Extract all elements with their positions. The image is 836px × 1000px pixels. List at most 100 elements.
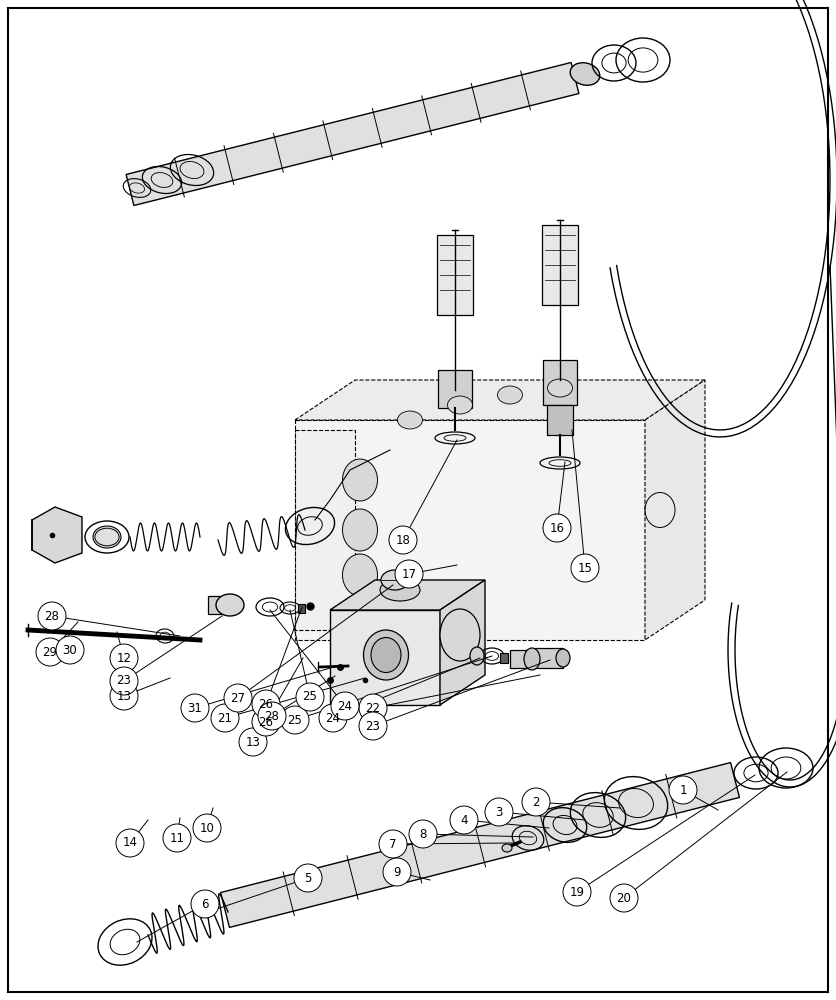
Ellipse shape	[447, 396, 472, 414]
Text: 14: 14	[123, 836, 137, 850]
Text: 8: 8	[420, 828, 426, 840]
Ellipse shape	[524, 648, 540, 670]
Bar	[437, 235, 473, 315]
Circle shape	[379, 830, 407, 858]
Ellipse shape	[548, 379, 573, 397]
Ellipse shape	[343, 509, 378, 551]
Ellipse shape	[397, 411, 422, 429]
Ellipse shape	[93, 526, 121, 548]
Circle shape	[36, 638, 64, 666]
Text: 24: 24	[325, 712, 340, 724]
Text: 28: 28	[44, 609, 59, 622]
Circle shape	[395, 560, 423, 588]
Text: 21: 21	[217, 712, 232, 724]
Circle shape	[485, 798, 513, 826]
Circle shape	[543, 514, 571, 542]
Circle shape	[252, 708, 280, 736]
Polygon shape	[126, 62, 579, 206]
Text: 9: 9	[393, 865, 400, 879]
Circle shape	[359, 712, 387, 740]
Bar	[542, 225, 578, 305]
Ellipse shape	[371, 638, 401, 672]
Circle shape	[563, 878, 591, 906]
Ellipse shape	[502, 844, 512, 852]
Bar	[295, 430, 355, 630]
Polygon shape	[221, 763, 740, 927]
Text: 6: 6	[201, 898, 209, 910]
Text: 20: 20	[617, 892, 631, 904]
Ellipse shape	[440, 609, 480, 661]
Circle shape	[224, 684, 252, 712]
Circle shape	[389, 526, 417, 554]
Circle shape	[294, 864, 322, 892]
Ellipse shape	[570, 63, 599, 85]
Circle shape	[239, 728, 267, 756]
Text: 18: 18	[395, 534, 410, 546]
Circle shape	[252, 690, 280, 718]
Circle shape	[409, 820, 437, 848]
Circle shape	[211, 704, 239, 732]
Circle shape	[258, 702, 286, 730]
Bar	[543, 360, 577, 405]
Bar	[330, 610, 440, 705]
Text: 2: 2	[533, 796, 540, 808]
Text: 10: 10	[200, 822, 215, 834]
Text: 24: 24	[338, 700, 353, 712]
Ellipse shape	[556, 649, 570, 667]
Circle shape	[163, 824, 191, 852]
Circle shape	[110, 644, 138, 672]
Bar	[295, 420, 645, 640]
Ellipse shape	[470, 647, 484, 665]
Text: 22: 22	[365, 702, 380, 714]
Polygon shape	[330, 580, 485, 610]
Circle shape	[193, 814, 221, 842]
Ellipse shape	[216, 594, 244, 616]
Text: 13: 13	[246, 736, 261, 748]
Text: 23: 23	[116, 674, 131, 688]
Circle shape	[319, 704, 347, 732]
Bar	[535, 648, 563, 668]
Text: 26: 26	[258, 716, 273, 728]
Circle shape	[571, 554, 599, 582]
Bar	[500, 653, 508, 663]
Text: 25: 25	[303, 690, 318, 704]
Text: 29: 29	[43, 646, 58, 658]
Bar	[438, 370, 472, 408]
Text: 28: 28	[264, 710, 279, 722]
Circle shape	[522, 788, 550, 816]
Text: 23: 23	[365, 720, 380, 732]
Text: 11: 11	[170, 832, 185, 844]
Ellipse shape	[381, 570, 409, 590]
Circle shape	[450, 806, 478, 834]
Polygon shape	[645, 380, 705, 640]
Bar	[208, 596, 232, 614]
Circle shape	[359, 694, 387, 722]
Polygon shape	[295, 380, 705, 420]
Text: 12: 12	[116, 652, 131, 664]
Text: 27: 27	[231, 692, 246, 704]
Text: 25: 25	[288, 714, 303, 726]
Text: 4: 4	[461, 814, 468, 826]
Circle shape	[610, 884, 638, 912]
Ellipse shape	[497, 386, 522, 404]
Text: 30: 30	[63, 644, 78, 656]
Text: 17: 17	[401, 568, 416, 580]
Circle shape	[331, 692, 359, 720]
Circle shape	[38, 602, 66, 630]
Text: 3: 3	[495, 806, 502, 818]
Polygon shape	[32, 507, 82, 563]
Ellipse shape	[343, 554, 378, 596]
Text: 13: 13	[116, 690, 131, 702]
Text: 1: 1	[679, 784, 686, 796]
Text: 26: 26	[258, 698, 273, 710]
Circle shape	[110, 667, 138, 695]
Text: 5: 5	[304, 871, 312, 884]
Circle shape	[191, 890, 219, 918]
Bar	[547, 405, 573, 435]
Text: 19: 19	[569, 886, 584, 898]
Ellipse shape	[364, 630, 409, 680]
Circle shape	[116, 829, 144, 857]
Ellipse shape	[343, 459, 378, 501]
Circle shape	[383, 858, 411, 886]
Circle shape	[669, 776, 697, 804]
